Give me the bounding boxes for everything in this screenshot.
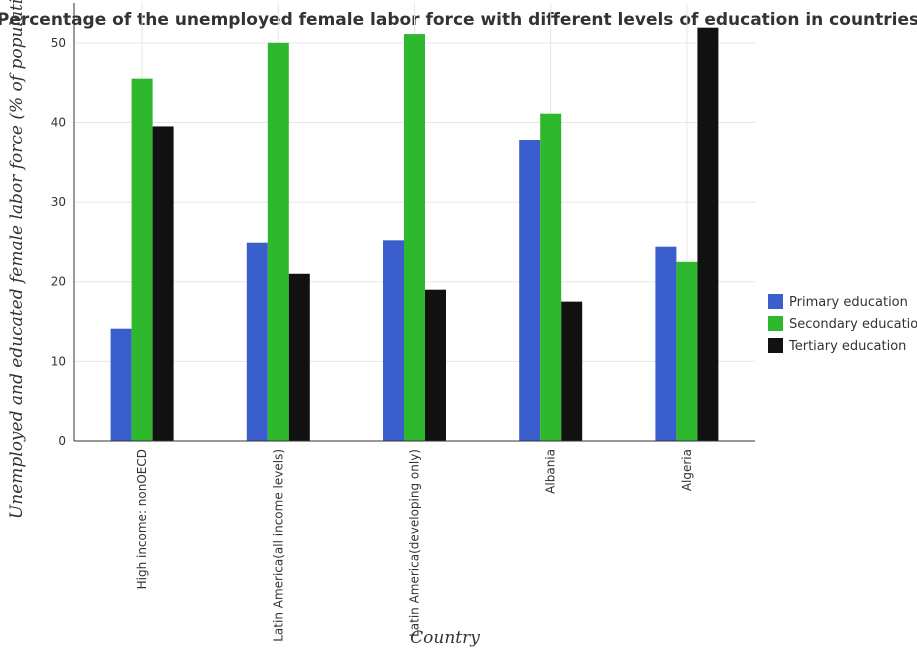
y-tick-label: 40 — [51, 115, 66, 129]
x-tick-label: Albania — [544, 449, 558, 494]
y-tick-label: 10 — [51, 354, 66, 368]
x-tick-label: Latin America(all income levels) — [271, 449, 285, 642]
legend-label: Secondary education — [789, 317, 917, 332]
y-tick-label: 20 — [51, 275, 66, 289]
axes: 0 10 20 30 40 50 High income: nonOECD Latin Ame… — [51, 3, 755, 642]
bar-primary-education — [383, 240, 404, 441]
bar-primary-education — [655, 246, 677, 441]
legend-label: Tertiary education — [788, 339, 906, 354]
x-tick-label: Latin America(developing only) — [408, 449, 422, 637]
bar-secondary-education — [676, 261, 698, 441]
bar-primary-education — [246, 242, 268, 441]
bar-tertiary-education — [288, 273, 310, 441]
bars — [110, 27, 719, 442]
bar-primary-education — [519, 139, 541, 441]
x-tick-label: Algeria — [680, 449, 694, 491]
legend-swatch — [768, 316, 783, 331]
y-tick-label: 30 — [51, 195, 66, 209]
bar-tertiary-education — [561, 301, 583, 441]
bar-tertiary-education — [152, 126, 174, 441]
legend-swatch — [768, 338, 783, 353]
bar-secondary-education — [404, 34, 425, 442]
y-axis-title: Unemployed and educated female labor for… — [7, 0, 27, 519]
bar-tertiary-education — [697, 27, 719, 441]
x-tick-label: High income: nonOECD — [135, 449, 149, 589]
legend: Primary education Secondary education Tert… — [768, 294, 917, 354]
bar-primary-education — [110, 328, 132, 441]
bar-secondary-education — [131, 78, 153, 442]
legend-swatch — [768, 294, 783, 309]
legend-label: Primary education — [789, 295, 908, 310]
y-tick-label: 50 — [51, 36, 66, 50]
bar-tertiary-education — [425, 289, 446, 441]
y-tick-label: 0 — [58, 434, 66, 448]
chart-title: Percentage of the unemployed female labo… — [0, 10, 917, 30]
x-axis-title: Country — [410, 628, 480, 648]
bar-secondary-education — [267, 42, 289, 442]
bar-secondary-education — [540, 113, 562, 441]
